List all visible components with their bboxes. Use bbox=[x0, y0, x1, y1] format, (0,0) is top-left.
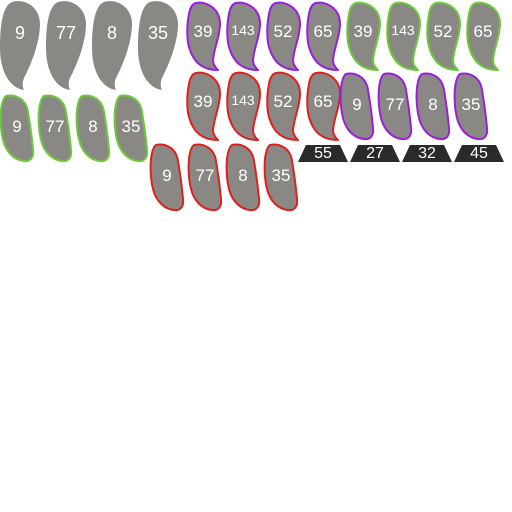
tile-outline bbox=[186, 1, 221, 71]
tile-outline bbox=[0, 94, 35, 163]
value-bar-shape bbox=[454, 145, 504, 162]
tile-purple-top-3: 52 bbox=[266, 1, 301, 71]
tile-purple-top-4: 65 bbox=[306, 1, 341, 71]
tile-big-plain-2: 77 bbox=[46, 0, 86, 91]
tile-shape bbox=[186, 71, 221, 141]
tile-purple-right-1: 9 bbox=[339, 72, 375, 141]
value-bar-shape bbox=[350, 145, 400, 162]
tile-big-plain-3: 8 bbox=[92, 0, 132, 91]
tile-shape bbox=[226, 71, 261, 141]
tile-shape bbox=[377, 72, 413, 141]
tile-shape bbox=[187, 143, 223, 212]
tile-outline bbox=[225, 143, 261, 212]
tile-outline bbox=[266, 71, 301, 141]
tile-outline bbox=[149, 143, 185, 212]
tile-shape bbox=[149, 143, 185, 212]
tile-shape bbox=[46, 1, 86, 91]
value-bar-2: 27 bbox=[350, 145, 400, 162]
tile-purple-right-4: 35 bbox=[453, 72, 489, 141]
tile-outline bbox=[263, 143, 299, 212]
tile-red-bottom-3: 8 bbox=[225, 143, 261, 212]
tile-purple-right-3: 8 bbox=[415, 72, 451, 141]
tile-shape bbox=[415, 72, 451, 141]
tile-green-top-2: 143 bbox=[386, 1, 421, 71]
value-bar-3: 32 bbox=[402, 145, 452, 162]
tile-shape bbox=[339, 72, 375, 141]
tile-outline bbox=[346, 1, 381, 71]
tile-big-plain-1: 9 bbox=[0, 0, 40, 91]
tile-shape bbox=[346, 1, 381, 71]
tile-green-left-4: 35 bbox=[113, 94, 149, 163]
tile-outline bbox=[138, 1, 178, 91]
tile-shape bbox=[306, 71, 341, 141]
value-bar-shape bbox=[298, 145, 348, 162]
tile-outline bbox=[306, 1, 341, 71]
value-bar-4: 45 bbox=[454, 145, 504, 162]
tile-shape bbox=[0, 1, 40, 91]
tile-purple-right-2: 77 bbox=[377, 72, 413, 141]
tile-shape bbox=[225, 143, 261, 212]
tile-red-middle-3: 52 bbox=[266, 71, 301, 141]
tile-outline bbox=[46, 1, 86, 91]
tile-outline bbox=[0, 1, 40, 91]
value-bar-1: 55 bbox=[298, 145, 348, 162]
tile-green-left-2: 77 bbox=[37, 94, 73, 163]
tile-shape bbox=[92, 1, 132, 91]
tile-outline bbox=[186, 71, 221, 141]
tile-shape bbox=[306, 1, 341, 71]
tile-outline bbox=[113, 94, 149, 163]
tile-green-left-1: 9 bbox=[0, 94, 35, 163]
tile-shape bbox=[186, 1, 221, 71]
tile-outline bbox=[37, 94, 73, 163]
tile-shape bbox=[466, 1, 501, 71]
tile-outline bbox=[453, 72, 489, 141]
tile-outline bbox=[426, 1, 461, 71]
tile-shape bbox=[138, 1, 178, 91]
tile-shape bbox=[263, 143, 299, 212]
tile-outline bbox=[415, 72, 451, 141]
tile-shape bbox=[75, 94, 111, 163]
tile-outline bbox=[339, 72, 375, 141]
tile-shape bbox=[266, 71, 301, 141]
value-bar-shape bbox=[402, 145, 452, 162]
tile-purple-top-1: 39 bbox=[186, 1, 221, 71]
tile-purple-top-2: 143 bbox=[226, 1, 261, 71]
tile-shape bbox=[426, 1, 461, 71]
tile-shape bbox=[226, 1, 261, 71]
tile-outline bbox=[75, 94, 111, 163]
tile-outline bbox=[92, 1, 132, 91]
tile-red-bottom-1: 9 bbox=[149, 143, 185, 212]
tile-green-top-3: 52 bbox=[426, 1, 461, 71]
tile-shape bbox=[37, 94, 73, 163]
tile-green-top-4: 65 bbox=[466, 1, 501, 71]
tile-outline bbox=[377, 72, 413, 141]
tile-red-middle-1: 39 bbox=[186, 71, 221, 141]
tile-red-bottom-4: 35 bbox=[263, 143, 299, 212]
tile-red-middle-2: 143 bbox=[226, 71, 261, 141]
tile-outline bbox=[187, 143, 223, 212]
tile-outline bbox=[386, 1, 421, 71]
tile-outline bbox=[266, 1, 301, 71]
tile-red-bottom-2: 77 bbox=[187, 143, 223, 212]
tile-shape bbox=[113, 94, 149, 163]
tile-red-middle-4: 65 bbox=[306, 71, 341, 141]
tile-outline bbox=[466, 1, 501, 71]
tile-outline bbox=[226, 71, 261, 141]
tile-green-top-1: 39 bbox=[346, 1, 381, 71]
tile-shape bbox=[453, 72, 489, 141]
tile-shape bbox=[0, 94, 35, 163]
tile-outline bbox=[226, 1, 261, 71]
tile-big-plain-4: 35 bbox=[138, 0, 178, 91]
tile-outline bbox=[306, 71, 341, 141]
tile-shape bbox=[266, 1, 301, 71]
tile-green-left-3: 8 bbox=[75, 94, 111, 163]
tile-shape bbox=[386, 1, 421, 71]
